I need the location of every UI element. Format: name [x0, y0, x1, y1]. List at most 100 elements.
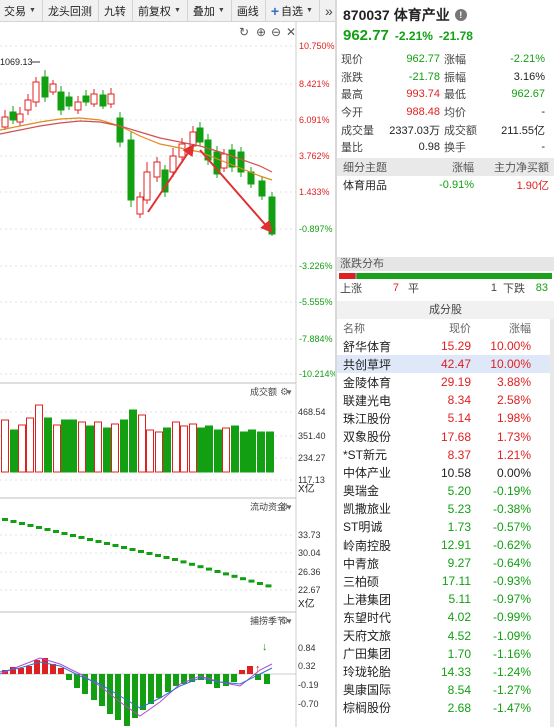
add-circle-icon[interactable]: ⊕: [256, 25, 266, 39]
component-row[interactable]: 中体产业 10.58 0.00%: [337, 464, 554, 482]
toolbar-item-5[interactable]: 画线: [232, 0, 266, 22]
industry-col-pct: 涨幅: [452, 162, 474, 174]
component-row[interactable]: 天府文旅 4.52 -1.09%: [337, 627, 554, 645]
dropdown-arrow-icon: ▼: [173, 7, 181, 14]
stock-title: 870037 体育产业 !: [343, 5, 467, 25]
macd-bar-down: [255, 674, 261, 680]
macd-tick-label: -0.70: [298, 699, 319, 709]
quote-label: 涨跌: [341, 71, 363, 84]
high-marker-label: 1069.13: [0, 57, 33, 67]
volume-bar: [44, 417, 52, 473]
components-scrollbar[interactable]: [550, 319, 554, 727]
component-row[interactable]: 奥瑞金 5.20 -0.19%: [337, 482, 554, 500]
component-row[interactable]: 共创草坪 42.47 10.00%: [337, 355, 554, 374]
macd-bar-up: [50, 664, 56, 674]
toolbar-item-label: 交易: [4, 5, 26, 18]
component-name: 凯撒旅业: [343, 502, 392, 517]
toolbar-item-3[interactable]: 前复权 ▼: [133, 0, 188, 22]
candle-down: [116, 117, 124, 143]
quote-row: 量比 0.98 换手 -: [337, 138, 554, 156]
component-row[interactable]: 珠江股份 5.14 1.98%: [337, 409, 554, 427]
component-row[interactable]: 凯撒旅业 5.23 -0.38%: [337, 500, 554, 518]
col-price[interactable]: 现价: [449, 323, 471, 335]
component-row[interactable]: 棕榈股份 2.68 -1.47%: [337, 699, 554, 717]
macd-bar-down: [231, 674, 237, 682]
candle-up: [143, 171, 151, 201]
component-row[interactable]: 广田集团 1.70 -1.16%: [337, 645, 554, 663]
component-name: 奥康国际: [343, 683, 392, 698]
distribution-flat-fill: [355, 273, 358, 279]
industry-row[interactable]: 体育用品 -0.91% 1.90亿: [337, 176, 554, 194]
component-row[interactable]: 岭南控股 12.91 -0.62%: [337, 536, 554, 554]
component-row[interactable]: 联建光电 8.34 2.58%: [337, 391, 554, 409]
toolbar-item-1[interactable]: 龙头回测: [43, 0, 99, 22]
volume-bar: [94, 421, 102, 473]
component-name: 联建光电: [343, 393, 392, 408]
component-name: 广田集团: [343, 647, 392, 662]
flow-bar: [231, 574, 238, 578]
flow-bar: [27, 524, 34, 527]
toolbar-item-0[interactable]: 交易 ▼: [0, 0, 43, 22]
flow-tick-label: 22.67: [298, 585, 321, 595]
chevron-down-icon[interactable]: ▾: [287, 387, 292, 397]
component-name: ST明诚: [343, 520, 383, 535]
quote-value: 2337.03万: [389, 124, 440, 137]
component-row[interactable]: 上港集团 5.11 -0.97%: [337, 590, 554, 608]
remove-circle-icon[interactable]: ⊖: [271, 25, 281, 39]
components-list: 舒华体育 15.29 10.00% 共创草坪 42.47 10.00% 金陵体育 29.19 3…: [337, 337, 554, 717]
more-tools-button[interactable]: »: [320, 0, 339, 22]
component-row[interactable]: 双象股份 17.68 1.73%: [337, 427, 554, 445]
chevron-down-icon[interactable]: ▾: [287, 616, 292, 626]
volume-bar: [172, 421, 180, 473]
component-row[interactable]: 奥康国际 8.54 -1.27%: [337, 681, 554, 699]
close-icon[interactable]: ✕: [286, 25, 296, 39]
industry-amount: 1.90亿: [516, 180, 549, 192]
settings-icon[interactable]: ⚙: [280, 387, 289, 398]
settings-icon[interactable]: ⚙: [280, 616, 289, 627]
component-row[interactable]: 玲珑轮胎 14.33 -1.24%: [337, 663, 554, 681]
component-pct: -0.57%: [492, 519, 531, 534]
component-row[interactable]: 舒华体育 15.29 10.00%: [337, 337, 554, 355]
volume-bar: [214, 429, 222, 473]
component-name: 三柏硕: [343, 574, 380, 589]
candle-up: [1, 116, 9, 128]
col-name[interactable]: 名称: [343, 323, 365, 335]
quote-value: 962.77: [406, 52, 440, 65]
toolbar-item-2[interactable]: 九转: [99, 0, 133, 22]
macd-bar-up: [58, 668, 64, 674]
toolbar-item-6[interactable]: + 自选 ▼: [266, 0, 320, 22]
component-row[interactable]: 东望时代 4.02 -0.99%: [337, 608, 554, 626]
kline-chart-area[interactable]: 10.750% 8.421% 6.091% 3.762% 1.433% -0.897% -3…: [0, 22, 335, 727]
y-axis-tick-label: -0.897%: [299, 224, 333, 234]
toolbar-item-label: 前复权: [137, 5, 171, 18]
component-row[interactable]: ST明诚 1.73 -0.57%: [337, 518, 554, 536]
component-row[interactable]: *ST新元 8.37 1.21%: [337, 446, 554, 464]
candle-down: [65, 96, 73, 107]
component-price: 5.23: [447, 501, 471, 516]
quote-value: -: [541, 141, 545, 154]
double-chevron-right-icon: »: [324, 2, 333, 19]
volume-bar: [69, 419, 77, 473]
quote-row: 成交量 2337.03万 成交额 211.55亿: [337, 121, 554, 139]
chevron-down-icon[interactable]: ▾: [287, 502, 292, 512]
component-row[interactable]: 金陵体育 29.19 3.88%: [337, 373, 554, 391]
volume-bar: [266, 431, 274, 473]
component-row[interactable]: 中青旅 9.27 -0.64%: [337, 554, 554, 572]
quote-row: 最高 993.74 最低 962.67: [337, 85, 554, 103]
volume-bar: [86, 425, 94, 473]
candle-up: [90, 93, 98, 105]
quote-label: 成交量: [341, 124, 374, 137]
toolbar-item-4[interactable]: 叠加 ▼: [188, 0, 232, 22]
panel-divider[interactable]: [335, 0, 337, 727]
macd-panel-title: 捕捞季节: [250, 615, 286, 626]
candle-down: [82, 95, 90, 103]
flow-bar: [138, 550, 144, 553]
component-name: *ST新元: [343, 448, 388, 463]
component-price: 10.58: [440, 465, 471, 480]
component-row[interactable]: 三柏硕 17.11 -0.93%: [337, 572, 554, 590]
refresh-icon[interactable]: ↻: [239, 25, 249, 39]
settings-icon[interactable]: ⚙: [280, 502, 289, 513]
quote-label: 均价: [444, 106, 466, 119]
info-icon[interactable]: !: [454, 9, 467, 21]
col-pct[interactable]: 涨幅: [509, 323, 531, 335]
